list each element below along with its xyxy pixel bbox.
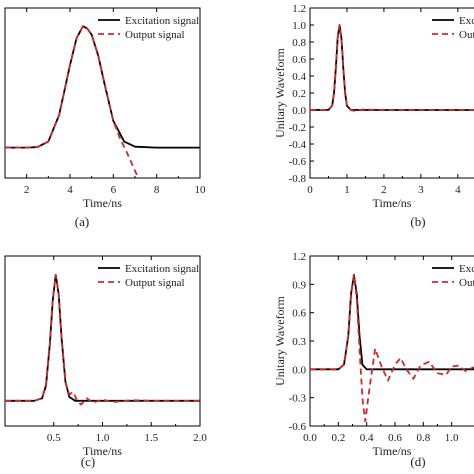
y-tick-label: 0.0 xyxy=(292,364,306,376)
panel-label: (d) xyxy=(410,454,425,469)
y-tick-label: -0.6 xyxy=(289,421,307,433)
x-tick-label: 0.8 xyxy=(416,432,430,444)
series-group xyxy=(310,273,474,423)
panel-label: (c) xyxy=(81,454,95,469)
x-axis-label: Time/ns xyxy=(83,196,122,210)
x-tick-label: 6 xyxy=(111,184,117,196)
panel-label: (a) xyxy=(75,214,89,229)
y-tick-label: 0.6 xyxy=(292,308,306,320)
y-tick-label: 0.6 xyxy=(292,54,306,66)
y-tick-label: 0.9 xyxy=(292,279,306,291)
x-tick-label: 0 xyxy=(307,184,313,196)
series-group xyxy=(5,273,200,406)
series-group xyxy=(5,25,200,176)
x-tick-label: 0.6 xyxy=(388,432,402,444)
x-axis-label: Time/ns xyxy=(373,196,412,210)
panel-label: (b) xyxy=(410,214,425,229)
legend-entry: Excitation signal xyxy=(125,15,199,27)
legend-entry: Output signal xyxy=(125,29,185,41)
y-tick-label: 1.2 xyxy=(292,3,306,15)
x-tick-label: 1 xyxy=(344,184,350,196)
x-tick-label: 8 xyxy=(154,184,160,196)
x-tick-label: 2.0 xyxy=(193,432,207,444)
x-tick-label: 4 xyxy=(455,184,461,196)
panel-a: 2 4 6 8 10 Time/ns (a) Excitation signal Output … xyxy=(4,7,207,229)
plot-frame xyxy=(309,255,474,427)
legend-entry: Output signal xyxy=(459,277,474,289)
x-axis-label: Time/ns xyxy=(373,444,412,458)
panel-b: 0 1 2 3 4 -0.8 -0.6 -0.4 -0.2 0.0 0.2 0.4 0.6 0.8 1.0 1… xyxy=(273,3,474,229)
y-tick-label: 1.0 xyxy=(292,20,306,32)
y-tick-label: -0.6 xyxy=(289,156,307,168)
plot-frame xyxy=(4,7,201,179)
y-axis-label: Unitary Waveform xyxy=(273,47,287,137)
y-tick-label: 1.2 xyxy=(292,251,306,263)
y-tick-label: 0.2 xyxy=(292,88,306,100)
x-tick-label: 1.0 xyxy=(445,432,459,444)
series-line-excitation xyxy=(5,273,200,402)
y-tick-label: 0.0 xyxy=(292,105,306,117)
legend-entry: Output signal xyxy=(125,277,185,289)
legend-entry: Excitation signal xyxy=(459,15,474,27)
legend-entry: Excitation signal xyxy=(459,263,474,275)
y-tick-label: 0.4 xyxy=(292,71,306,83)
legend-entry: Excitation signal xyxy=(125,263,199,275)
panel-d: 0.0 0.2 0.4 0.6 0.8 1.0 -0.6 -0.3 0.0 0.3 0.6 0.9 1.… xyxy=(273,251,474,469)
x-tick-label: 1.5 xyxy=(144,432,158,444)
legend-entry: Output signal xyxy=(459,29,474,41)
y-axis-label: Unitary Waveform xyxy=(273,295,287,385)
series-line-output xyxy=(5,25,138,176)
x-tick-label: 2 xyxy=(24,184,30,196)
x-tick-label: 4 xyxy=(67,184,73,196)
series-line-output xyxy=(5,273,200,406)
panel-c: 0.5 1.0 1.5 2.0 Time/ns(c) Excitation signal O… xyxy=(4,255,207,469)
x-tick-label: 3 xyxy=(418,184,424,196)
x-axis-label: Time/ns xyxy=(83,444,122,458)
series-line-output xyxy=(310,24,474,112)
series-line-excitation xyxy=(310,273,474,371)
x-tick-label: 2 xyxy=(381,184,387,196)
x-tick-label: 0.0 xyxy=(303,432,317,444)
x-tick-label: 0.4 xyxy=(360,432,374,444)
x-tick-label: 10 xyxy=(195,184,207,196)
y-tick-label: -0.8 xyxy=(289,173,307,185)
series-group xyxy=(310,24,474,112)
y-tick-label: -0.3 xyxy=(289,393,307,405)
y-tick-label: 0.8 xyxy=(292,37,306,49)
series-line-output xyxy=(310,273,474,423)
x-tick-label: 1.0 xyxy=(96,432,110,444)
y-tick-label: -0.2 xyxy=(289,122,306,134)
y-tick-label: 0.3 xyxy=(292,336,306,348)
x-tick-label: 0.5 xyxy=(47,432,61,444)
series-line-excitation xyxy=(5,25,200,149)
series-line-excitation xyxy=(310,24,474,111)
y-tick-label: -0.4 xyxy=(289,139,307,151)
x-tick-label: 0.2 xyxy=(331,432,345,444)
